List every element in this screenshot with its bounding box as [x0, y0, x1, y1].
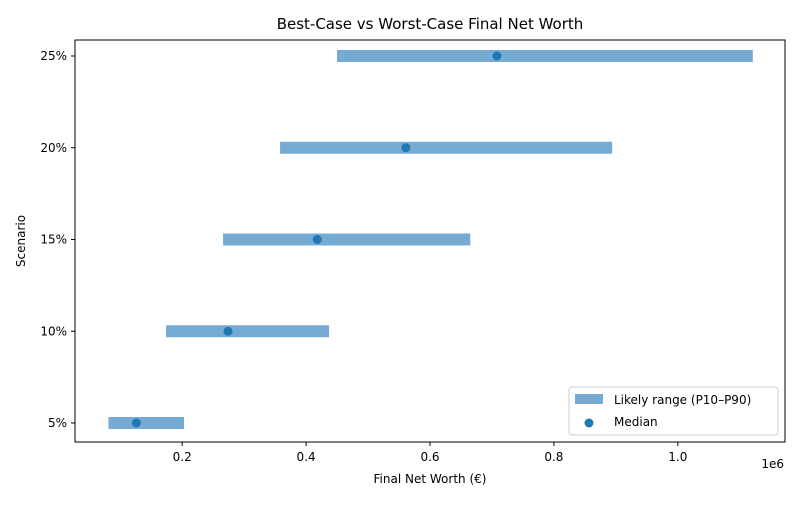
range-bar — [223, 233, 471, 246]
legend-range-label: Likely range (P10–P90) — [614, 393, 751, 407]
y-tick-label: 10% — [40, 324, 67, 338]
chart-title: Best-Case vs Worst-Case Final Net Worth — [277, 15, 584, 33]
y-tick-label: 25% — [40, 49, 67, 63]
median-point — [223, 326, 233, 336]
x-axis-label: Final Net Worth (€) — [374, 472, 487, 486]
median-point — [401, 143, 411, 153]
x-offset-label: 1e6 — [761, 457, 784, 471]
range-bar — [337, 50, 753, 62]
plot-frame — [74, 39, 786, 443]
legend-median-marker — [584, 418, 594, 428]
median-point — [131, 418, 141, 428]
x-tick-label: 0.4 — [297, 450, 316, 464]
x-tick-label: 0.6 — [420, 450, 439, 464]
y-axis-label: Scenario — [14, 215, 28, 267]
median-point — [312, 235, 322, 244]
legend-median-label: Median — [614, 415, 658, 429]
median-point — [492, 51, 502, 61]
legend-box — [568, 386, 779, 436]
x-tick-label: 0.8 — [544, 450, 563, 464]
range-bar — [280, 141, 613, 154]
x-tick-label: 0.2 — [173, 450, 192, 464]
legend: Likely range (P10–P90) Median — [568, 386, 779, 436]
x-tick-label: 1.0 — [668, 450, 687, 464]
range-bar — [166, 325, 330, 338]
legend-range-swatch — [575, 394, 603, 404]
y-tick-label: 15% — [40, 233, 67, 247]
range-bar — [108, 417, 185, 429]
y-tick-label: 5% — [48, 416, 67, 430]
y-tick-label: 20% — [40, 141, 67, 155]
